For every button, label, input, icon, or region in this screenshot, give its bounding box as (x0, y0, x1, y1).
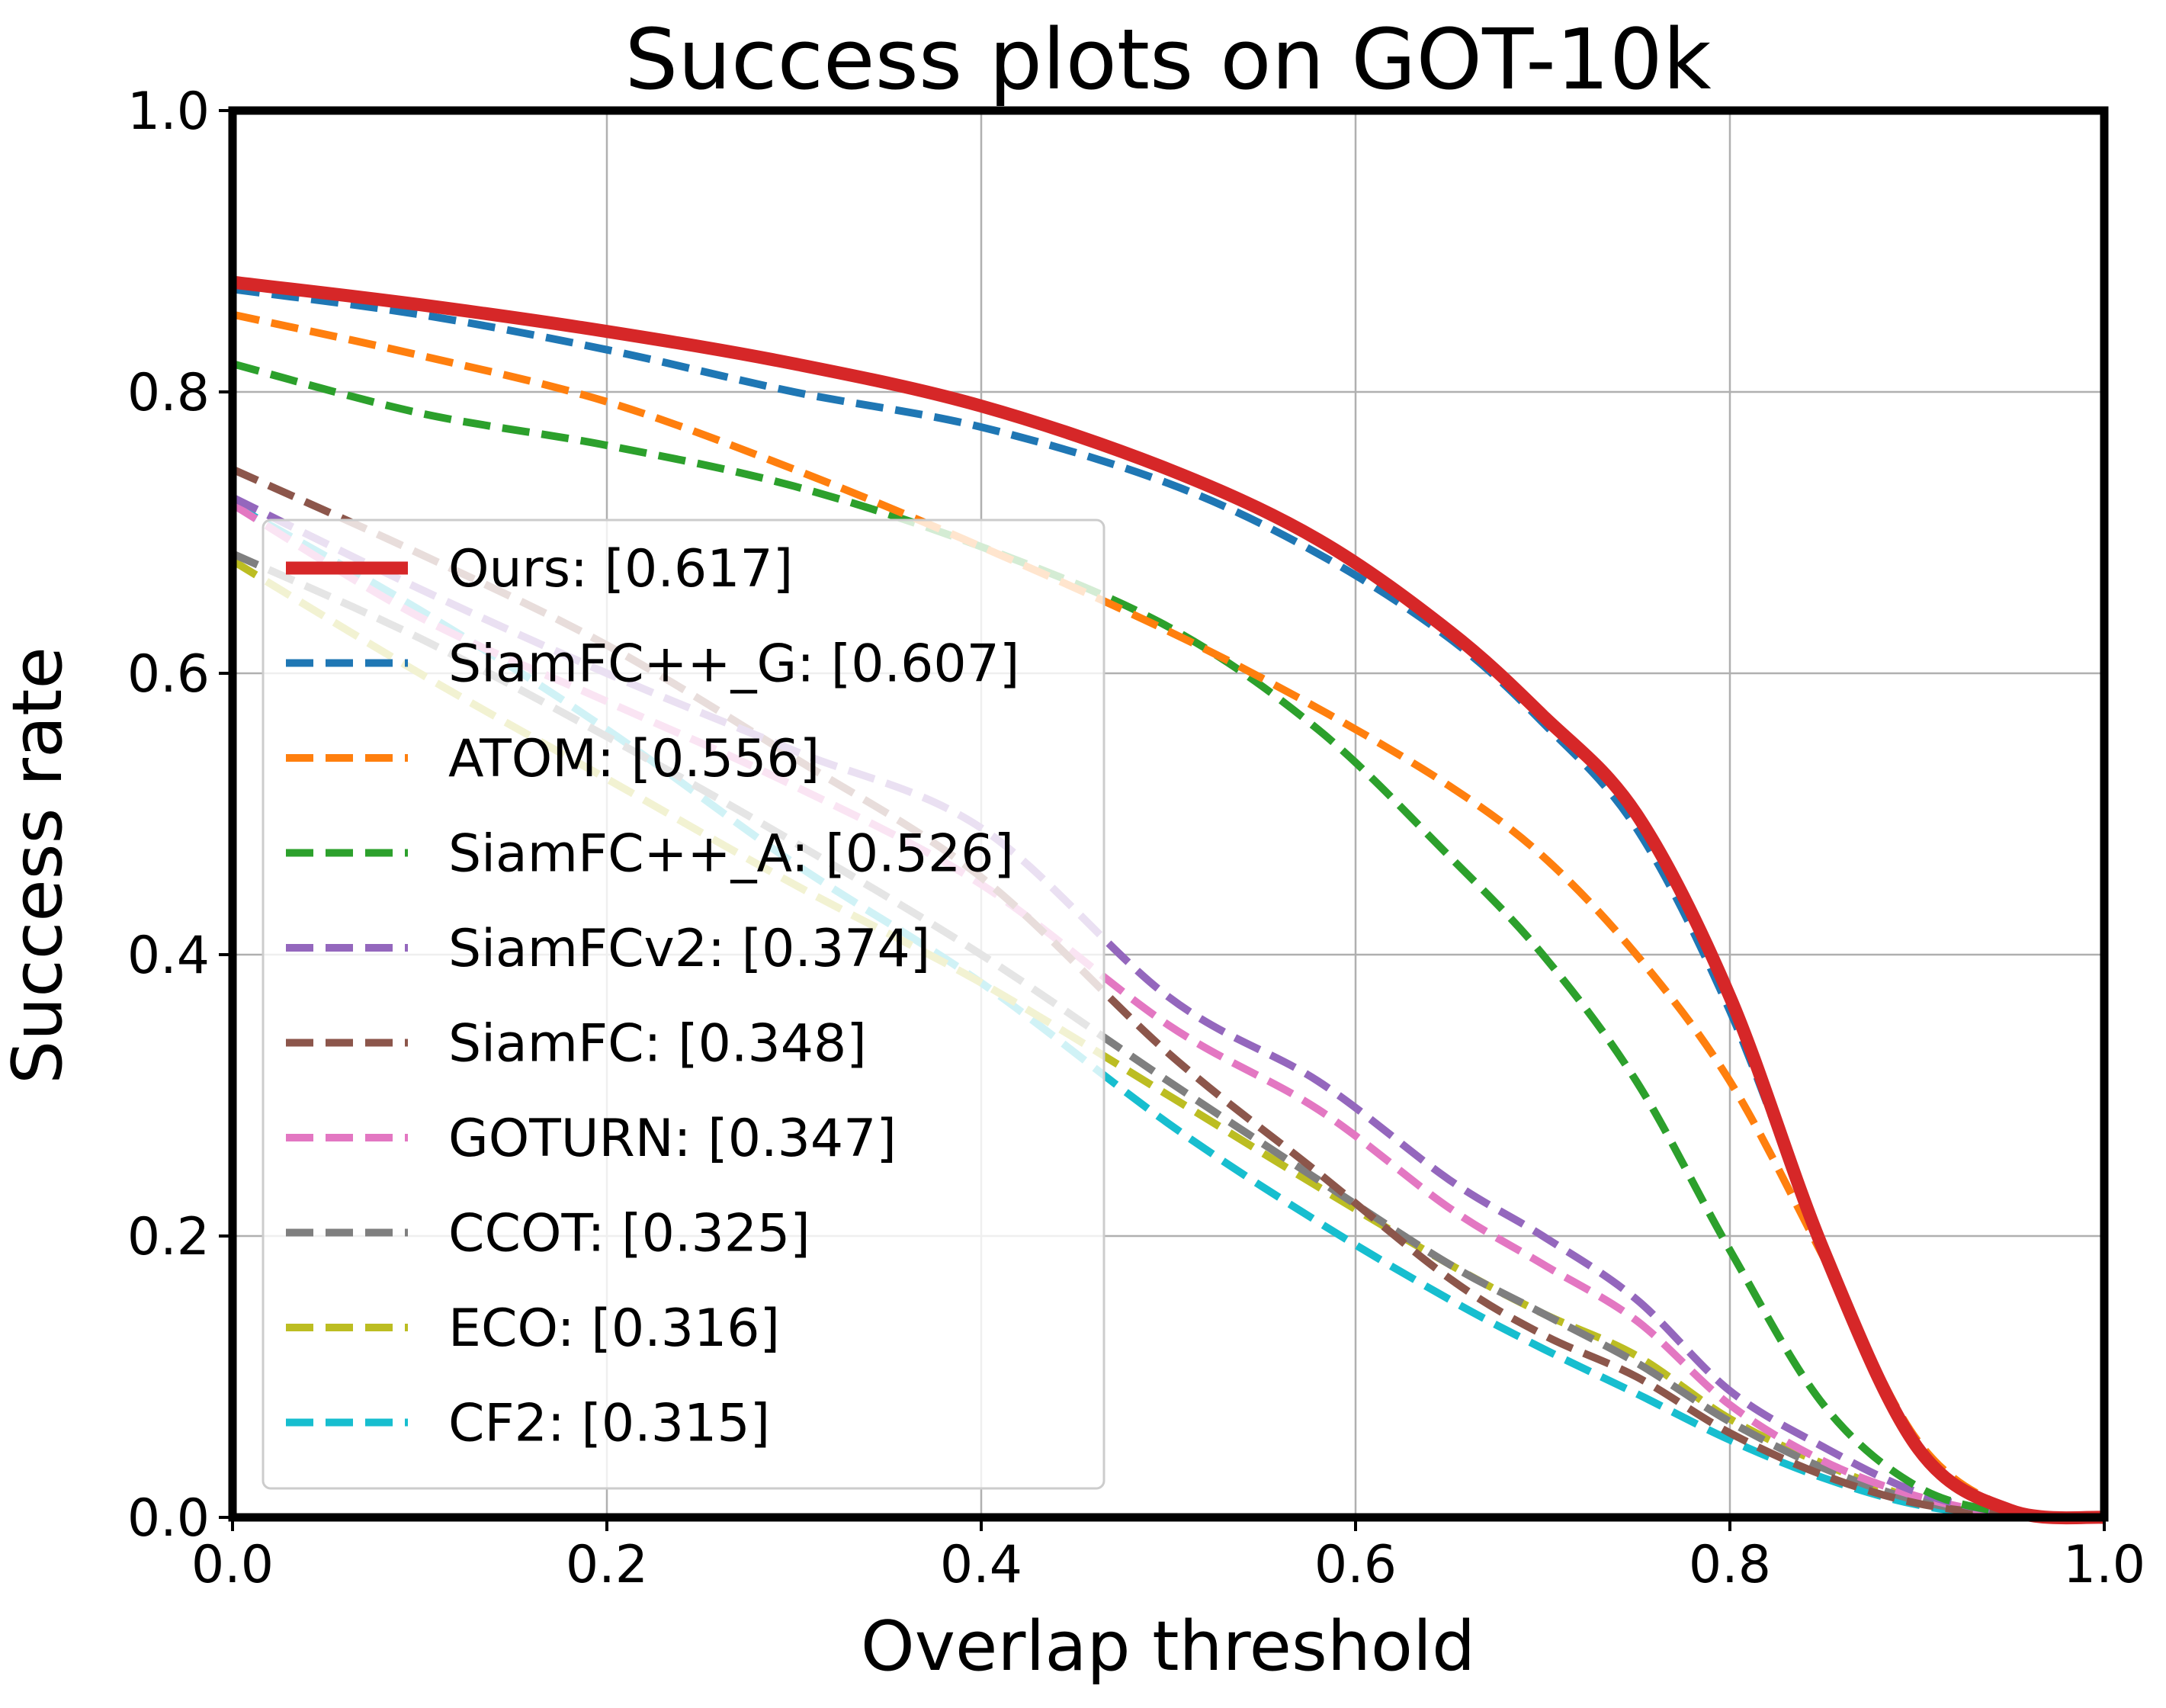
x-tick-label-2: 0.4 (940, 1535, 1022, 1595)
series-line-0 (231, 275, 2105, 1525)
legend-label-1: SiamFC++_G: [0.607] (448, 634, 1019, 695)
legend-label-8: ECO: [0.316] (448, 1299, 780, 1359)
x-tick-label-4: 0.8 (1689, 1535, 1771, 1595)
legend-label-2: ATOM: [0.556] (448, 729, 820, 789)
x-tick-label-3: 0.6 (1314, 1535, 1397, 1595)
legend-label-0: Ours: [0.617] (448, 539, 793, 599)
y-tick-label-5: 1.0 (127, 82, 210, 142)
legend-label-5: SiamFC: [0.348] (448, 1014, 867, 1074)
series-line-1 (232, 285, 2105, 1522)
legend-label-7: CCOT: [0.325] (448, 1204, 810, 1264)
y-tick-label-1: 0.2 (127, 1207, 210, 1267)
x-tick-label-1: 0.2 (566, 1535, 648, 1595)
x-tick-label-0: 0.0 (191, 1535, 274, 1595)
legend-label-4: SiamFCv2: [0.374] (448, 919, 930, 979)
plot-frame (228, 106, 2109, 1522)
x-tick-label-5: 1.0 (2063, 1535, 2145, 1595)
y-tick-label-3: 0.6 (127, 644, 210, 705)
axes-layer: 0.0 0.2 0.4 0.6 0.8 1.0 0.0 0.2 0.4 0.6 0.8 1.0 (127, 82, 2145, 1595)
legend-label-9: CF2: [0.315] (448, 1394, 770, 1454)
y-tick-label-0: 0.0 (127, 1488, 210, 1549)
y-tick-label-4: 0.8 (127, 363, 210, 423)
legend-label-6: GOTURN: [0.347] (448, 1109, 897, 1169)
x-axis-label: Overlap threshold (861, 1607, 1475, 1687)
legend-box (262, 518, 1105, 1490)
chart-title: Success plots on GOT-10k (624, 11, 1711, 108)
series-line-3 (231, 360, 2105, 1521)
legend: Ours: [0.617] SiamFC++_G: [0.607] ATOM: [0… (262, 518, 1105, 1490)
y-tick-label-2: 0.4 (127, 926, 210, 986)
y-axis-label: Success rate (0, 647, 78, 1084)
legend-label-3: SiamFC++_A: [0.526] (448, 824, 1014, 884)
